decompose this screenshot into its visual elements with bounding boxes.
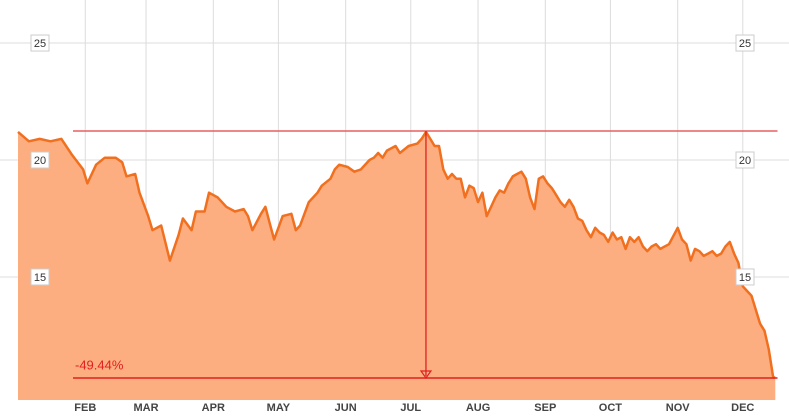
y-tick-box — [30, 151, 50, 169]
x-tick-label: MAY — [267, 402, 291, 414]
x-tick-label: DEC — [731, 402, 754, 414]
y-tick-box — [735, 34, 755, 52]
x-tick-label: OCT — [599, 402, 623, 414]
line — [17, 130, 776, 379]
x-tick-label: SEP — [534, 402, 556, 414]
x-tick-label: APR — [202, 402, 225, 414]
x-tick-label: FEB — [74, 402, 96, 414]
x-tick-label: AUG — [466, 402, 490, 414]
y-tick-box — [30, 268, 50, 286]
area — [18, 131, 776, 400]
y-tick-label: 15 — [739, 272, 751, 284]
x-tick-label: NOV — [666, 402, 691, 414]
y-tick-label: 25 — [739, 38, 751, 50]
y-tick-box — [735, 268, 755, 286]
y-tick-label: 25 — [34, 38, 46, 50]
x-tick-label: MAR — [133, 402, 158, 414]
y-tick-box — [735, 151, 755, 169]
x-tick-label: JUL — [400, 402, 421, 414]
y-tick-label: 20 — [739, 155, 751, 167]
x-tick-label: JUN — [335, 402, 357, 414]
y-tick-box — [30, 34, 50, 52]
y-tick-label: 20 — [34, 155, 46, 167]
arrow-head — [419, 370, 433, 380]
y-tick-label: 15 — [34, 272, 46, 284]
change-label: -49.44% — [75, 357, 124, 372]
